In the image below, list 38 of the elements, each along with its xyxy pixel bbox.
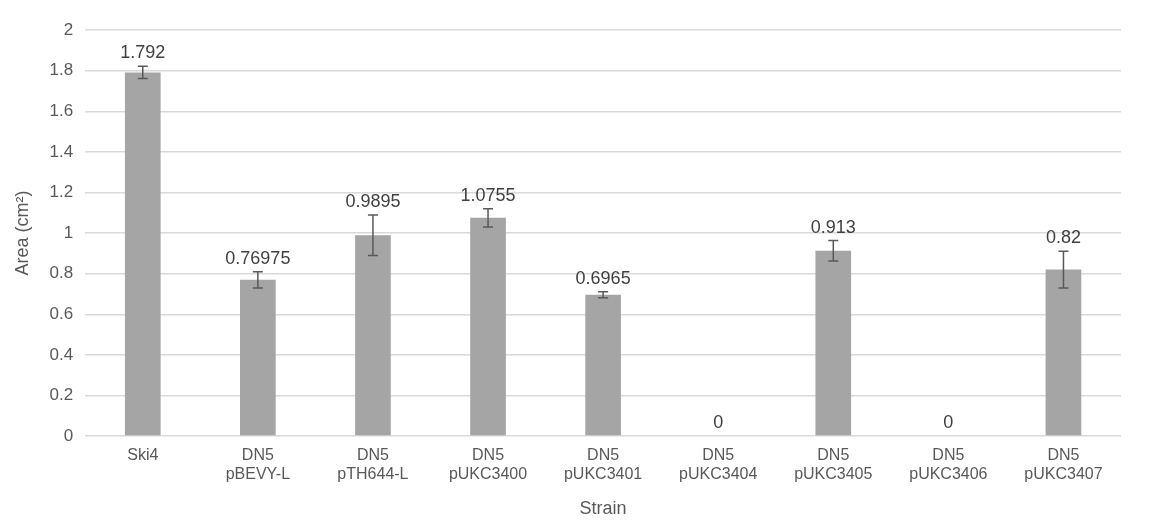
x-tick-label: DN5 pUKC3407 xyxy=(1024,446,1103,483)
x-tick-label: DN5 pUKC3401 xyxy=(563,446,643,483)
x-axis-title: Strain xyxy=(579,498,627,519)
y-tick-label: 1 xyxy=(63,222,74,242)
y-tick-label: 0.2 xyxy=(49,385,74,405)
bar xyxy=(470,217,506,436)
x-tick-label: DN5 pBEVY-L xyxy=(225,446,291,483)
bar xyxy=(815,250,852,436)
y-tick-label: 0.4 xyxy=(49,344,74,364)
data-label: 1.0755 xyxy=(460,184,516,205)
data-label: 0.76975 xyxy=(225,247,291,268)
y-tick-label: 0.8 xyxy=(49,263,74,283)
x-tick-label: DN5 pUKC3404 xyxy=(679,446,758,483)
x-tick-label: DN5 pTH644-L xyxy=(337,446,409,483)
x-tick-label: Ski4 xyxy=(127,446,159,464)
y-tick-label: 1.6 xyxy=(49,101,74,121)
data-label: 0 xyxy=(713,411,724,432)
x-tick-label: DN5 pUKC3400 xyxy=(448,446,528,483)
data-label: 0.913 xyxy=(810,216,856,237)
data-label: 0 xyxy=(943,411,954,432)
x-tick-label: DN5 pUKC3406 xyxy=(909,446,988,483)
x-tick-label: DN5 pUKC3405 xyxy=(794,446,873,483)
bar xyxy=(1045,269,1082,436)
bar xyxy=(124,72,161,436)
y-axis-title: Area (cm²) xyxy=(11,190,32,276)
y-tick-label: 1.2 xyxy=(49,182,74,202)
data-label: 0.6965 xyxy=(575,267,631,288)
bar xyxy=(585,294,621,436)
data-label: 0.9895 xyxy=(345,190,401,211)
data-label: 0.82 xyxy=(1045,227,1081,248)
bar xyxy=(355,235,391,436)
data-label: 1.792 xyxy=(120,42,166,63)
y-tick-label: 2 xyxy=(63,19,74,39)
y-tick-label: 0 xyxy=(63,425,74,445)
bar xyxy=(240,279,276,436)
y-tick-label: 0.6 xyxy=(49,303,74,323)
y-tick-label: 1.8 xyxy=(49,60,74,80)
y-tick-label: 1.4 xyxy=(49,141,74,161)
